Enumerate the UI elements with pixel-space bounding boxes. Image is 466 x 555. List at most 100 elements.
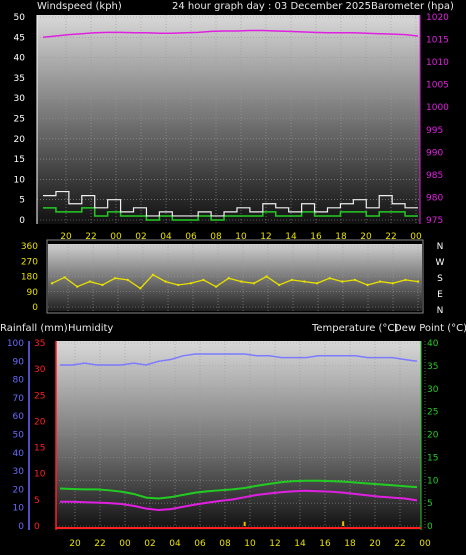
direction-point (88, 280, 92, 283)
temp-time-label: 06 (194, 539, 206, 549)
wind-time-label: 00 (110, 232, 122, 242)
direction-point (265, 275, 268, 278)
temp-time-label: 00 (119, 539, 131, 549)
direction-point (328, 276, 331, 280)
rain-bar (243, 521, 246, 526)
series-wind (43, 190, 418, 217)
wind-time-label: 02 (135, 232, 146, 242)
wind-time-label: 06 (185, 232, 197, 242)
baro-tick-label: 1020 (426, 13, 449, 23)
wind-time-label: 20 (360, 232, 372, 242)
temp-tick-label: 30 (427, 385, 439, 395)
wind-tick-label: 50 (14, 13, 26, 23)
direction-point (303, 280, 306, 283)
baro-tick-label: 1010 (426, 58, 449, 68)
wind-time-label: 20 (60, 232, 72, 242)
direction-point (341, 280, 344, 283)
direction-point (139, 287, 142, 290)
baro-tick-label: 1005 (426, 81, 449, 91)
rain-tick-label: 25 (34, 391, 45, 401)
temp-tick-label: 5 (427, 499, 433, 509)
temp-time-label: 14 (294, 539, 306, 549)
temp-time-label: 22 (394, 539, 405, 549)
wind-plot-area (37, 15, 420, 224)
graph-title: 24 hour graph day : 03 December 2025 (172, 1, 371, 12)
wind-tick-label: 15 (14, 155, 25, 165)
direction-point (214, 285, 218, 288)
direction-point (113, 276, 117, 280)
wind-tick-label: 30 (14, 94, 26, 104)
temp-time-label: 20 (69, 539, 81, 549)
direction-tick-label: 0 (32, 303, 38, 313)
temp-time-label: 12 (269, 539, 280, 549)
temp-tick-label: 20 (427, 431, 439, 441)
temp-time-label: 02 (144, 539, 155, 549)
wind-tick-label: 0 (19, 216, 25, 226)
wind-time-label: 04 (160, 232, 172, 242)
direction-point (50, 282, 54, 285)
direction-frame (46, 239, 424, 314)
temp-tick-label: 0 (427, 522, 433, 532)
humidity-tick-label: 10 (13, 504, 25, 514)
series-baro (42, 29, 419, 39)
rain-tick-label: 30 (34, 365, 46, 375)
wind-time-label: 16 (310, 232, 322, 242)
temp-plot-area (56, 341, 421, 530)
wind-tick-label: 20 (14, 135, 26, 145)
direction-point (227, 276, 230, 280)
wind-time-label: 08 (210, 232, 222, 242)
baro-tick-label: 990 (426, 148, 443, 158)
rain-title: Rainfall (mm) (0, 323, 68, 334)
wind-time-label: 10 (235, 232, 247, 242)
temp-title: Temperature (°C) (311, 323, 398, 334)
series-dewpoint (60, 489, 418, 511)
wind-time-label: 00 (410, 232, 422, 242)
humidity-tick-label: 80 (13, 376, 25, 386)
temp-time-label: 00 (419, 539, 431, 549)
direction-point (391, 282, 394, 285)
humidity-tick-label: 60 (13, 412, 25, 422)
compass-label: N (437, 242, 444, 252)
baro-tick-label: 1000 (426, 103, 449, 113)
wind-tick-label: 25 (14, 115, 25, 125)
temp-time-label: 08 (219, 539, 231, 549)
wind-time-label: 18 (335, 232, 347, 242)
direction-point (202, 278, 205, 282)
rain-tick-label: 0 (34, 522, 40, 532)
direction-point (76, 285, 79, 288)
temp-time-label: 20 (369, 539, 381, 549)
direction-point (378, 280, 382, 283)
humidity-tick-label: 50 (13, 431, 25, 441)
direction-point (164, 280, 167, 283)
direction-point (240, 280, 243, 283)
humidity-title: Humidity (68, 323, 113, 334)
rain-tick-label: 10 (34, 470, 46, 480)
wind-time-label: 14 (285, 232, 297, 242)
baro-tick-label: 995 (426, 126, 443, 136)
rain-bar (342, 521, 345, 526)
direction-point (404, 278, 407, 282)
dew-title: Dew Point (°C) (394, 323, 466, 334)
direction-point (63, 276, 66, 279)
direction-tick-label: 360 (21, 242, 38, 252)
direction-point (101, 283, 104, 287)
direction-point (177, 283, 180, 287)
direction-point (353, 278, 357, 282)
direction-tick-label: 180 (21, 273, 38, 283)
baro-tick-label: 1015 (426, 36, 449, 46)
baro-tick-label: 985 (426, 171, 443, 181)
direction-point (189, 282, 193, 285)
direction-point (416, 280, 420, 283)
compass-label: N (437, 306, 444, 316)
temp-tick-label: 15 (427, 453, 438, 463)
humidity-tick-label: 70 (13, 394, 25, 404)
humidity-tick-label: 40 (13, 449, 25, 459)
temp-time-label: 04 (169, 539, 181, 549)
wind-tick-label: 40 (14, 54, 26, 64)
wind-tick-label: 45 (14, 33, 25, 43)
wind-tick-label: 5 (19, 196, 25, 206)
direction-point (290, 278, 293, 282)
series-humidity (60, 353, 418, 366)
compass-label: W (436, 258, 445, 268)
